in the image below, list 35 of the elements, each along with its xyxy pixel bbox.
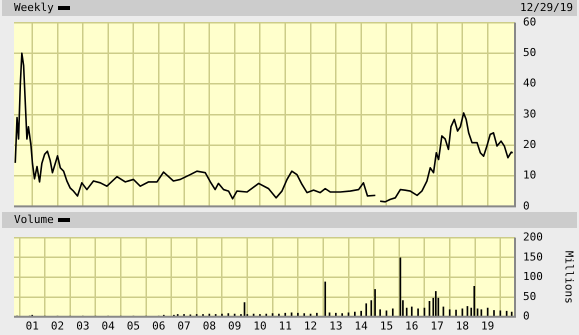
x-tick-label: 12 bbox=[304, 319, 318, 332]
x-tick-label: 18 bbox=[456, 319, 469, 332]
x-tick-label: 15 bbox=[380, 319, 394, 332]
x-tick-label: 17 bbox=[430, 319, 444, 332]
y-tick-label: 10 bbox=[523, 168, 536, 182]
x-tick-label: 10 bbox=[253, 319, 267, 332]
x-tick-label: 04 bbox=[102, 319, 116, 332]
y-tick-label: 150 bbox=[523, 250, 543, 264]
x-tick-label: 09 bbox=[228, 319, 242, 332]
x-tick-label: 08 bbox=[202, 319, 216, 332]
x-tick-label: 14 bbox=[354, 319, 368, 332]
y-tick-label: 0 bbox=[523, 199, 530, 212]
x-tick-label: 02 bbox=[50, 319, 64, 332]
y-tick-label: 100 bbox=[523, 270, 543, 284]
x-tick-label: 05 bbox=[126, 319, 140, 332]
x-tick-label: 16 bbox=[405, 319, 418, 332]
x-tick-label: 11 bbox=[278, 319, 292, 332]
y-axis-title: Millions bbox=[562, 250, 576, 304]
y-tick-label: 60 bbox=[523, 15, 536, 28]
y-tick-label: 30 bbox=[523, 107, 536, 120]
x-tick-label: 13 bbox=[329, 319, 342, 332]
y-tick-label: 20 bbox=[523, 138, 536, 151]
x-tick-label: 07 bbox=[177, 319, 191, 332]
y-tick-label: 40 bbox=[523, 76, 536, 90]
x-tick-label: 03 bbox=[76, 319, 90, 332]
y-tick-label: 200 bbox=[523, 230, 543, 244]
legend-label: Volume bbox=[14, 212, 54, 228]
legend-label: Weekly bbox=[14, 0, 54, 16]
x-tick-label: 06 bbox=[152, 319, 166, 332]
x-tick-label: 19 bbox=[481, 319, 494, 332]
x-tick-label: 01 bbox=[26, 319, 39, 332]
y-tick-label: 0 bbox=[523, 310, 530, 323]
y-tick-label: 50 bbox=[523, 46, 536, 60]
text: 12/29/19 bbox=[520, 0, 573, 16]
y-tick-label: 50 bbox=[523, 290, 536, 303]
